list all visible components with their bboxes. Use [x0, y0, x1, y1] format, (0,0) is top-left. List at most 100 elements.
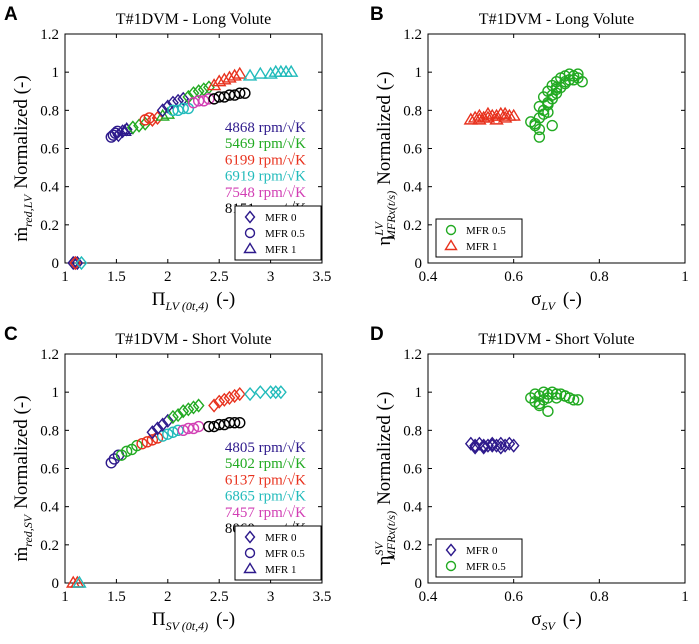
legend-marker: [445, 224, 457, 236]
data-point: [222, 70, 237, 83]
data-point: [550, 81, 563, 94]
data-point: [244, 386, 256, 402]
y-tick-label: 0.8: [40, 423, 59, 439]
data-point: [192, 398, 205, 413]
marker-legend-label: MFR 0.5: [265, 548, 305, 560]
panel-letter: C: [4, 324, 18, 345]
data-point: [119, 122, 134, 135]
legend-marker: [244, 547, 256, 559]
x-label-subscript: SV: [541, 619, 556, 633]
data-point: [269, 385, 282, 400]
panel-letter: D: [370, 324, 384, 345]
data-point: [469, 440, 482, 455]
panel-C: C T#1DVM - Short Volute 1 1.5 2 2.5 3 3.5 0 0.2 0.…: [4, 324, 331, 633]
data-point: [211, 74, 227, 87]
panel-letter: B: [370, 4, 384, 25]
speed-legend-entry: 7548 rpm/√K: [225, 185, 306, 201]
series-0: [105, 449, 125, 469]
x-tick-label: 0.4: [419, 269, 438, 285]
marker-legend-label: MFR 0: [265, 212, 297, 224]
x-axis-label: ΠSV (0t,4) (-): [152, 609, 235, 633]
y-label-subscript: MFRx(t/s): [384, 191, 398, 241]
y-tick-label: 0.8: [40, 103, 59, 119]
x-tick-label: 3.5: [313, 589, 332, 605]
data-point: [254, 385, 267, 400]
series-1: [463, 106, 521, 125]
data-point: [72, 575, 87, 588]
legend-marker: [243, 562, 257, 574]
y-tick-label: 0.2: [40, 218, 59, 234]
y-tick-label: 0.4: [40, 500, 59, 516]
data-point: [546, 119, 558, 132]
marker-legend-label: MFR 0: [466, 545, 498, 557]
y-tick-label: 0.4: [403, 180, 422, 196]
data-point: [533, 131, 546, 143]
y-tick-label: 0.8: [403, 423, 422, 439]
x-tick-label: 1: [61, 589, 69, 605]
data-point: [242, 68, 258, 81]
series-8: [208, 386, 246, 413]
data-point: [263, 66, 278, 79]
y-axis-label: ṁred,SV Normalized (-): [11, 395, 35, 561]
x-label-symbol: σ: [531, 609, 541, 630]
series-6: [167, 398, 205, 425]
legend-marker: [244, 530, 256, 544]
panel-B: B T#1DVM - Long Volute 0.4 0.6 0.8 1 0 0.2 0.4 0.…: [370, 4, 689, 313]
chart-title: T#1DVM - Long Volute: [479, 11, 634, 28]
x-label-subscript: LV: [540, 299, 556, 313]
y-tick-label: 0: [52, 256, 60, 272]
data-point: [187, 422, 200, 435]
y-label-subscript: red,SV: [21, 513, 35, 547]
data-point: [156, 417, 169, 432]
x-tick-label: 0.8: [590, 589, 609, 605]
series-9: [244, 385, 287, 402]
y-tick-label: 0.2: [40, 538, 59, 554]
data-point: [472, 112, 487, 125]
data-point: [550, 392, 563, 404]
data-point: [494, 440, 507, 455]
x-label-symbol: Π: [152, 289, 166, 310]
data-point: [177, 404, 190, 419]
data-point: [217, 72, 232, 85]
data-point: [233, 386, 246, 402]
y-label-symbol: η: [374, 556, 395, 566]
x-label-subscript: SV (0t,4): [166, 619, 208, 633]
data-point: [283, 64, 299, 77]
x-tick-label: 1.5: [107, 589, 126, 605]
data-point: [489, 112, 504, 125]
y-label-unit: Normalized (-): [374, 71, 395, 184]
series-12: [208, 87, 251, 105]
marker-legend-box: [234, 525, 322, 581]
data-point: [208, 398, 220, 413]
data-point: [274, 385, 287, 400]
x-tick-label: 1: [681, 269, 689, 285]
data-point: [542, 405, 554, 417]
data-points: [464, 386, 584, 455]
data-point: [497, 110, 513, 123]
series-0: [525, 68, 588, 143]
chart-title: T#1DVM - Short Volute: [115, 331, 271, 348]
panel-letter: A: [4, 4, 18, 25]
data-point: [234, 417, 246, 429]
data-point: [155, 108, 170, 121]
data-point: [143, 112, 155, 124]
y-axis-label: ηLVMFRx(t/s) Normalized (-): [372, 71, 398, 245]
data-point: [206, 78, 222, 91]
y-tick-label: 1: [52, 385, 60, 401]
y-tick-label: 0.2: [403, 538, 422, 554]
x-axis-label: σLV (-): [531, 289, 582, 313]
marker-legend-label: MFR 0: [265, 532, 297, 544]
data-points: [463, 68, 588, 143]
data-point: [187, 400, 200, 415]
series-13: [242, 64, 299, 81]
data-point: [489, 108, 504, 121]
y-tick-label: 1.2: [403, 347, 422, 363]
data-point: [533, 397, 546, 410]
data-point: [177, 91, 190, 106]
data-point: [75, 255, 88, 271]
series-7: [156, 91, 190, 118]
data-point: [117, 123, 132, 137]
data-point: [131, 439, 143, 452]
x-axis-label: σSV (-): [531, 609, 582, 633]
x-tick-label: 2: [164, 589, 172, 605]
